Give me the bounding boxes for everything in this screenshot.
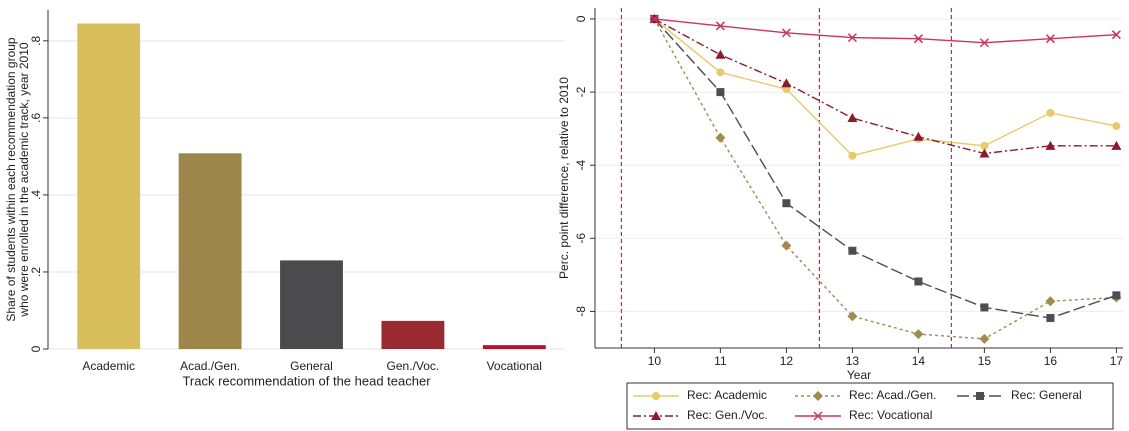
series-line xyxy=(654,18,1117,155)
y-tick-label: .2 xyxy=(29,267,43,277)
marker xyxy=(848,246,857,255)
y-tick-label: -8 xyxy=(574,306,588,317)
x-tick-label: Vocational xyxy=(487,359,542,373)
marker xyxy=(781,28,791,38)
y-tick-label: .6 xyxy=(29,113,43,123)
marker xyxy=(914,277,923,286)
marker xyxy=(1111,140,1122,150)
marker xyxy=(1046,314,1055,323)
legend-entry: Rec: Gen./Voc. xyxy=(633,408,768,422)
bar xyxy=(77,23,141,350)
legend-label: Rec: Acad./Gen. xyxy=(849,388,936,402)
series-line xyxy=(653,18,1117,319)
legend-entry: Rec: Vocational xyxy=(795,408,932,422)
legend-entry: Rec: Acad./Gen. xyxy=(795,388,936,402)
marker xyxy=(1111,30,1121,40)
marker xyxy=(1045,34,1055,44)
marker xyxy=(980,303,989,312)
legend-marker xyxy=(652,392,660,400)
y-tick-label: .4 xyxy=(29,190,43,200)
x-tick-label: 13 xyxy=(846,354,860,368)
x-tick-label: Academic xyxy=(82,359,135,373)
legend-marker xyxy=(813,391,823,401)
y-axis-label: Perc. point difference, relative to 2010 xyxy=(557,77,571,279)
bar xyxy=(482,345,546,349)
y-axis-label: who were enrolled in the academic track,… xyxy=(17,42,31,317)
marker xyxy=(979,148,990,158)
x-tick-label: 10 xyxy=(648,354,662,368)
marker xyxy=(848,151,857,160)
bar xyxy=(280,260,343,349)
marker xyxy=(1112,291,1121,300)
marker xyxy=(913,131,924,141)
legend-label: Rec: Academic xyxy=(687,388,767,402)
marker xyxy=(847,33,857,43)
legend-label: Rec: Gen./Voc. xyxy=(687,408,768,422)
marker xyxy=(1046,108,1055,117)
y-axis-label: Share of students within each recommenda… xyxy=(4,37,18,321)
legend-box xyxy=(626,382,1114,430)
x-tick-label: Gen./Voc. xyxy=(387,359,440,373)
y-tick-label: -6 xyxy=(574,233,588,244)
legend-label: Rec: Vocational xyxy=(849,408,932,422)
x-tick-label: 16 xyxy=(1044,354,1058,368)
marker xyxy=(715,132,726,143)
legend-marker xyxy=(813,411,823,421)
bar xyxy=(381,320,445,349)
series-line xyxy=(654,18,1117,44)
marker xyxy=(716,68,725,77)
x-tick-label: 15 xyxy=(978,354,992,368)
marker xyxy=(715,21,725,31)
x-tick-label: 17 xyxy=(1110,354,1124,368)
x-tick-label: Acad./Gen. xyxy=(180,359,240,373)
y-tick-label: -2 xyxy=(574,86,588,97)
marker xyxy=(979,38,989,48)
legend-label: Rec: General xyxy=(1011,388,1082,402)
y-tick-label: -4 xyxy=(574,160,588,171)
marker xyxy=(913,34,923,44)
legend-entry: Rec: Academic xyxy=(633,388,767,402)
legend-marker xyxy=(976,392,984,400)
x-tick-label: 12 xyxy=(780,354,794,368)
x-axis-label: Year xyxy=(847,368,871,382)
marker xyxy=(649,14,659,24)
marker xyxy=(781,78,792,88)
marker xyxy=(716,88,725,97)
marker xyxy=(1045,296,1056,307)
legend-entry: Rec: General xyxy=(957,388,1082,402)
x-axis-label: Track recommendation of the head teacher xyxy=(182,373,431,388)
bar xyxy=(178,153,242,349)
legend-marker xyxy=(651,411,661,420)
marker xyxy=(847,311,858,322)
marker xyxy=(1045,140,1056,150)
series-line xyxy=(653,18,1117,340)
marker xyxy=(1112,122,1121,131)
series-line xyxy=(653,18,1117,157)
x-tick-label: 11 xyxy=(714,354,727,368)
marker xyxy=(715,49,726,59)
marker xyxy=(782,199,791,208)
x-tick-label: 14 xyxy=(912,354,926,368)
x-tick-label: General xyxy=(290,359,333,373)
y-tick-label: 0 xyxy=(29,345,43,352)
y-tick-label: .8 xyxy=(29,35,43,45)
marker xyxy=(781,240,792,251)
marker xyxy=(913,329,924,340)
marker xyxy=(980,141,989,150)
marker xyxy=(847,113,858,123)
marker xyxy=(979,333,990,344)
y-tick-label: 0 xyxy=(574,15,588,22)
